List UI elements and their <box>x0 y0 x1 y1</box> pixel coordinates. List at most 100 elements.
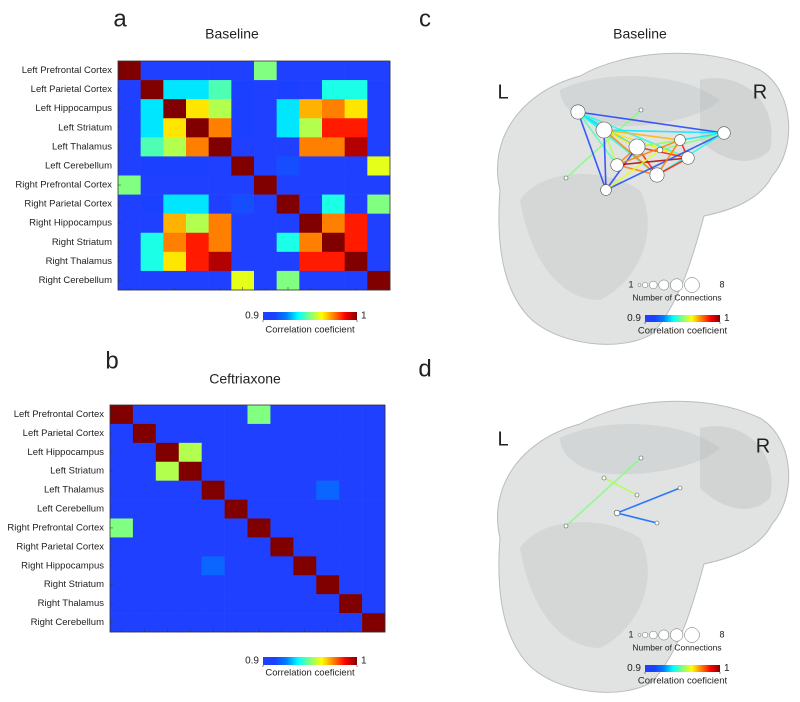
heatmap-cell <box>254 194 277 214</box>
size-legend-circle <box>658 629 670 641</box>
network-edge <box>605 149 661 191</box>
heatmap-cell <box>254 213 277 234</box>
heatmap-cell <box>254 118 277 138</box>
heatmap-cell <box>208 156 232 176</box>
heatmap-cell <box>186 175 209 195</box>
size-legend-circle <box>637 283 642 287</box>
heatmap-cell <box>118 156 141 176</box>
heatmap-cell <box>362 499 386 519</box>
heatmap-cell <box>322 251 345 272</box>
heatmap-cell <box>270 442 294 463</box>
heatmap-cell <box>110 613 134 633</box>
size-legend-tick: 8 <box>719 629 724 639</box>
heatmap-cell <box>224 556 248 576</box>
heatmap-cell <box>140 156 164 176</box>
heatmap-cell <box>163 213 187 234</box>
heatmap-cell <box>186 137 209 157</box>
network-edge <box>603 129 681 141</box>
heatmap-cell <box>247 537 271 557</box>
colorbar-label: Correlation coeficient <box>265 325 355 336</box>
heatmap-cell <box>140 118 164 138</box>
heatmap-cell <box>155 537 180 557</box>
network-edge <box>577 111 689 159</box>
heatmap-cell <box>224 405 248 425</box>
network-node <box>638 107 644 113</box>
heatmap-cell <box>110 575 134 595</box>
network-node <box>634 492 640 498</box>
heatmap-cell <box>293 575 317 595</box>
heatmap-frame <box>117 60 391 291</box>
heatmap-cell <box>178 499 202 519</box>
heatmap-cell <box>299 175 323 195</box>
heatmap-cell <box>367 270 391 291</box>
heatmap-cell <box>247 613 271 633</box>
heatmap-cell <box>132 461 157 481</box>
row-label: Left Hippocampus <box>35 103 112 114</box>
size-legend-circle <box>658 279 670 291</box>
heatmap-cell <box>316 575 340 595</box>
heatmap-cell <box>132 594 157 614</box>
colorbar <box>645 315 720 322</box>
size-legend-circle <box>637 633 642 637</box>
heatmap-cell <box>344 251 368 272</box>
heatmap-cell <box>110 423 134 444</box>
heatmap-cell <box>118 270 141 291</box>
heatmap-cell <box>293 556 317 576</box>
heatmap-cell <box>344 118 368 138</box>
heatmap-cell <box>276 118 300 138</box>
heatmap-cell <box>254 175 277 195</box>
colorbar-tick-label: 1 <box>724 313 730 324</box>
heatmap-cell <box>163 156 187 176</box>
heatmap-cell <box>163 270 187 291</box>
heatmap-cell <box>178 556 202 576</box>
heatmap-cell <box>132 556 157 576</box>
heatmap-cell <box>339 518 363 538</box>
heatmap-cell <box>339 537 363 557</box>
heatmap-cell <box>344 156 368 176</box>
network-node <box>613 509 621 517</box>
network-edge <box>577 111 618 166</box>
heatmap-cell <box>362 537 386 557</box>
heatmap-cell <box>155 423 180 444</box>
heatmap-cell <box>208 80 232 100</box>
heatmap-cell <box>299 213 323 234</box>
heatmap-cell <box>339 442 363 463</box>
heatmap-cell <box>247 499 271 519</box>
heatmap-cell <box>367 194 391 214</box>
heatmap-cell <box>208 99 232 119</box>
heatmap-cell <box>293 518 317 538</box>
size-legend-tick: 1 <box>628 629 633 639</box>
heatmap-cell <box>362 480 386 500</box>
heatmap-cell <box>362 518 386 538</box>
row-label: Right Striatum <box>52 237 112 248</box>
network-edge <box>577 111 725 134</box>
heatmap-cell <box>299 232 323 253</box>
size-legend-tick: 1 <box>628 279 633 289</box>
heatmap-cell <box>163 194 187 214</box>
heatmap-cell <box>344 99 368 119</box>
heatmap-cell <box>276 156 300 176</box>
heatmap-cell <box>132 480 157 500</box>
heatmap-cell <box>110 518 134 538</box>
heatmap-cell <box>322 137 345 157</box>
heatmap-cell <box>231 270 255 291</box>
heatmap-cell <box>362 442 386 463</box>
heatmap-cell <box>322 118 345 138</box>
heatmap-cell <box>208 175 232 195</box>
heatmap-cell <box>163 251 187 272</box>
heatmap-cell <box>118 251 141 272</box>
heatmap-cell <box>224 518 248 538</box>
network-title: Baseline <box>613 26 667 42</box>
heatmap-cell <box>155 499 180 519</box>
heatmap-cell <box>118 118 141 138</box>
heatmap-cell <box>224 499 248 519</box>
heatmap-cell <box>140 99 164 119</box>
colorbar <box>645 665 720 672</box>
heatmap-cell <box>293 537 317 557</box>
heatmap-cell <box>208 194 232 214</box>
network-node <box>681 151 695 165</box>
hemisphere-label: R <box>753 81 767 103</box>
heatmap-cell <box>367 213 391 234</box>
colorbar <box>263 657 357 665</box>
heatmap-cell <box>276 61 300 81</box>
